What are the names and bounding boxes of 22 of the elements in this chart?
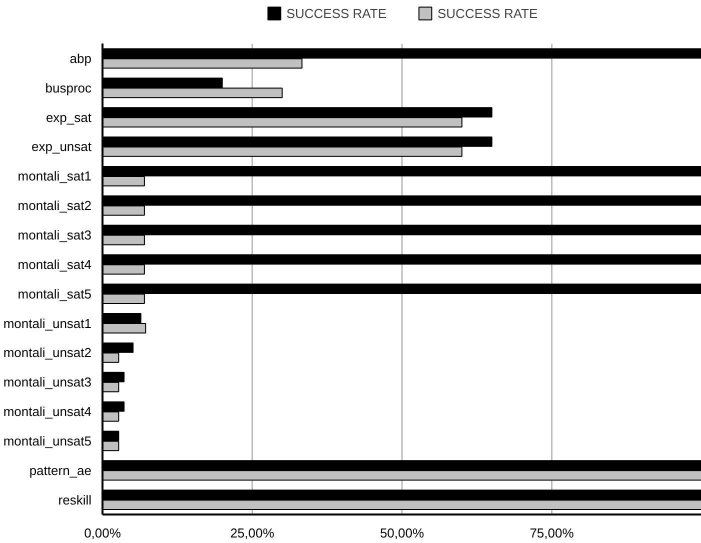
x-tick-label: 0,00% xyxy=(84,526,122,540)
y-tick-label: pattern_ae xyxy=(29,462,92,478)
y-tick-label: montali_unsat3 xyxy=(3,374,92,390)
x-tick-label: 25,00% xyxy=(230,526,275,540)
y-tick-label: montali_unsat1 xyxy=(3,316,92,331)
y-tick-label: montali_sat3 xyxy=(18,227,92,242)
x-tick-label: 50,00% xyxy=(380,526,424,540)
y-tick-label: montali_sat4 xyxy=(18,256,92,272)
y-tick-label: montali_unsat4 xyxy=(3,404,92,420)
y-tick-label: exp_unsat xyxy=(32,139,92,154)
y-tick-label: busproc xyxy=(45,80,92,96)
legend-label: SUCCESS RATE xyxy=(286,6,386,20)
y-tick-label: montali_sat5 xyxy=(18,286,92,302)
legend-label: SUCCESS RATE xyxy=(438,6,538,20)
y-tick-label: montali_sat2 xyxy=(18,198,92,214)
y-tick-label: montali_sat1 xyxy=(18,168,92,184)
y-tick-label: montali_unsat5 xyxy=(3,433,92,448)
x-tick-label: 75,00% xyxy=(530,526,574,540)
y-tick-label: montali_unsat2 xyxy=(3,345,92,360)
y-tick-label: reskill xyxy=(58,492,92,508)
y-tick-label: exp_sat xyxy=(46,110,92,125)
y-tick-label: abp xyxy=(70,50,92,66)
